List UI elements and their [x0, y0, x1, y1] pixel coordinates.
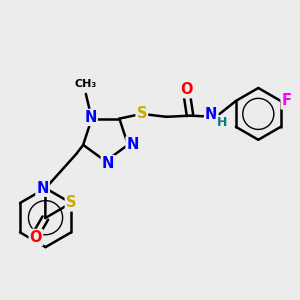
Text: N: N	[36, 181, 49, 196]
Text: S: S	[66, 196, 76, 211]
Text: O: O	[30, 230, 42, 245]
Text: O: O	[180, 82, 193, 97]
Text: N: N	[205, 107, 217, 122]
Text: N: N	[84, 110, 97, 125]
Text: F: F	[282, 93, 292, 108]
Text: H: H	[217, 116, 227, 129]
Text: CH₃: CH₃	[75, 80, 97, 89]
Text: N: N	[127, 137, 139, 152]
Text: N: N	[102, 156, 114, 171]
Text: S: S	[136, 106, 147, 122]
